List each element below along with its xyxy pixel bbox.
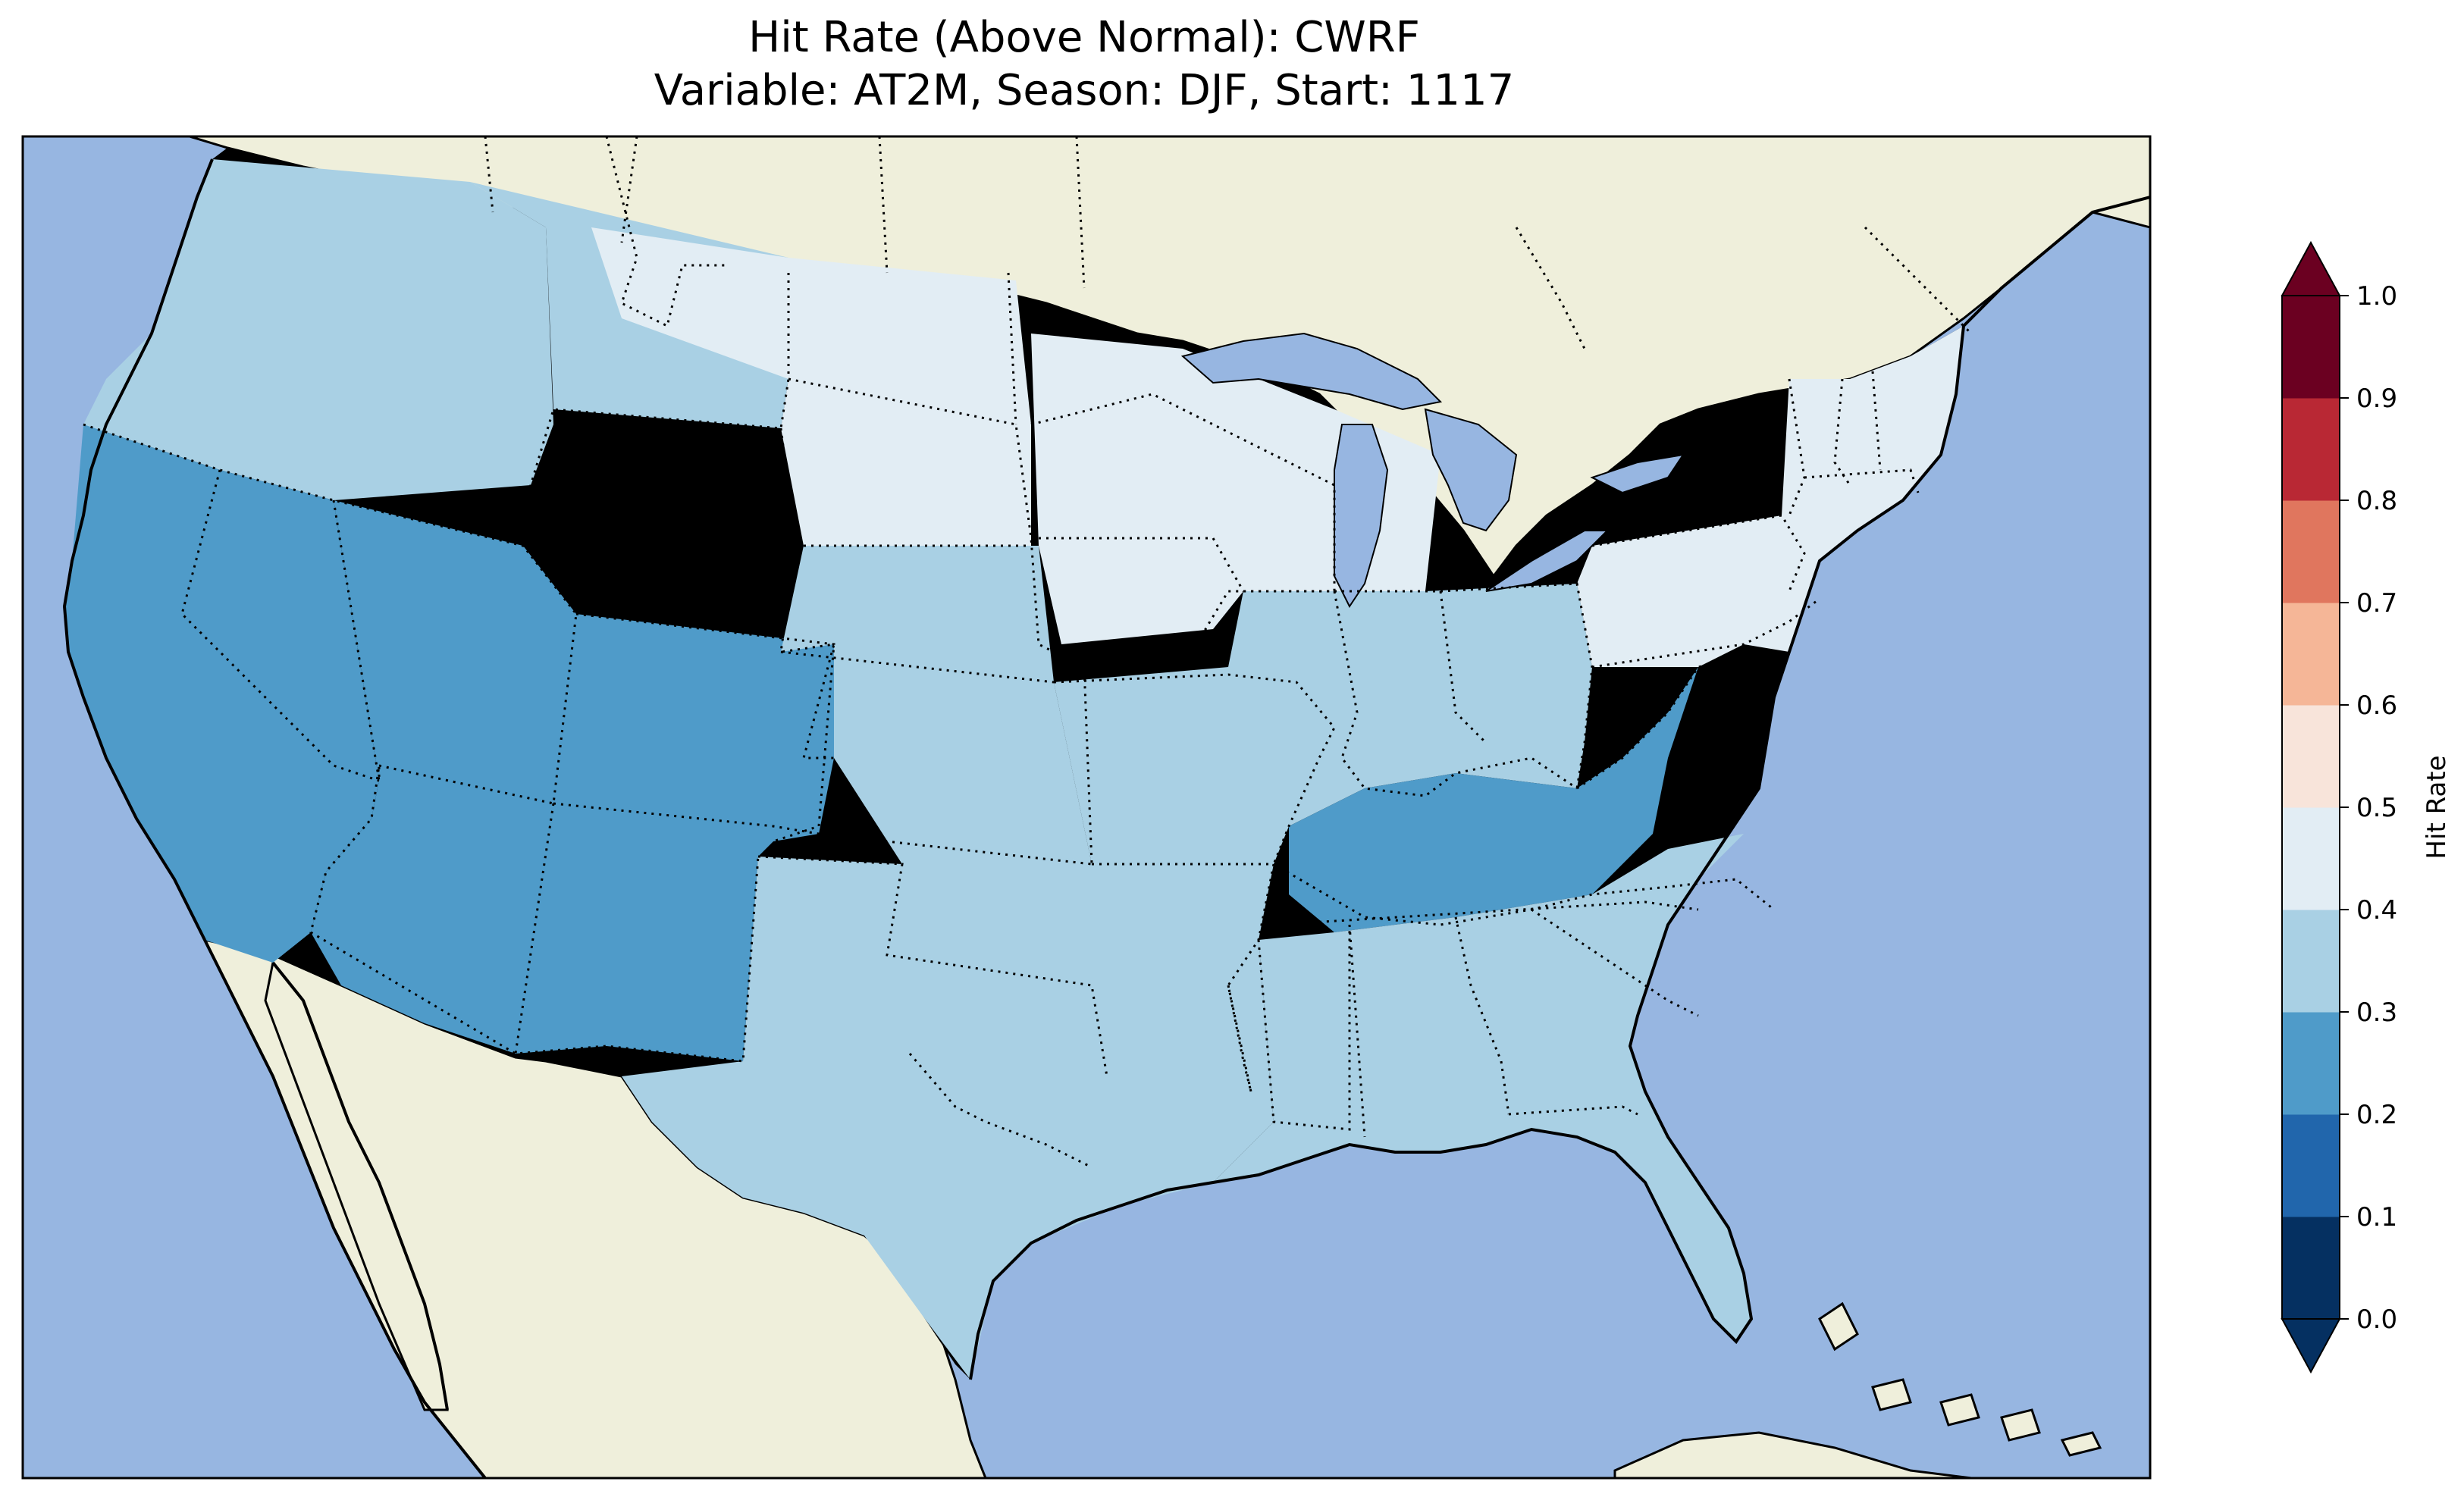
map-area	[23, 136, 2150, 1478]
caribbean-islands	[1818, 1301, 2102, 1457]
colorbar-segment	[2282, 296, 2340, 399]
lake-erie	[1485, 530, 1610, 592]
map-title: Hit Rate (Above Normal): CWRF	[748, 13, 1420, 62]
colorbar-segment	[2282, 500, 2340, 603]
colorbar-tick-label: 0.0	[2356, 1305, 2397, 1335]
province-borders	[484, 136, 1973, 349]
great-lakes	[1180, 332, 1685, 608]
lake-ontario	[1590, 453, 1685, 494]
colorbar-tick-label: 0.2	[2356, 1100, 2397, 1130]
coastline	[62, 158, 2150, 1380]
colorbar-segment	[2282, 398, 2340, 501]
heat-region	[311, 500, 834, 1061]
colorbar-tick-label: 0.8	[2356, 486, 2397, 516]
colorbar-tick-label: 0.4	[2356, 895, 2397, 926]
lake-huron	[1424, 408, 1518, 532]
heat-region	[622, 857, 1274, 1380]
lake-michigan	[1334, 424, 1389, 608]
colorbar-segment	[2282, 603, 2340, 706]
heat-region	[591, 227, 1031, 546]
heat-region	[781, 546, 1092, 864]
map-subtitle: Variable: AT2M, Season: DJF, Start: 1117	[654, 66, 1515, 115]
heat-region	[1289, 667, 1698, 932]
colorbar-extend-min	[2281, 1318, 2341, 1374]
heat-region	[1577, 326, 1964, 667]
colorbar-extend-max	[2281, 240, 2341, 296]
island	[1871, 1378, 1912, 1411]
cuba-land	[1613, 1431, 1972, 1478]
hit-rate-heatmap	[64, 159, 1964, 1380]
island	[1939, 1393, 1980, 1427]
colorbar-segment	[2282, 1012, 2340, 1115]
colorbar-segment	[2282, 1114, 2340, 1217]
heat-region	[83, 159, 553, 500]
colorbar-segment	[2282, 705, 2340, 808]
colorbar-segment	[2282, 1217, 2340, 1320]
heat-region	[1054, 584, 1592, 864]
map-frame	[21, 135, 2152, 1480]
colorbar-segment	[2282, 807, 2340, 910]
colorbar-tick-label: 0.1	[2356, 1202, 2397, 1232]
island	[2000, 1408, 2041, 1442]
colorbar-tick-label: 0.6	[2356, 691, 2397, 721]
heat-region	[1213, 834, 1751, 1342]
mexico-coastline	[203, 939, 487, 1478]
colorbar: 0.0 0.1 0.2 0.3 0.4 0.5 0.6 0.7 0.8 0.9 1.0 Hit Rat…	[2281, 240, 2452, 1374]
colorbar-tick-label: 1.0	[2356, 281, 2397, 312]
state-borders	[83, 136, 1920, 1169]
colorbar-tick-label: 0.5	[2356, 793, 2397, 823]
lake-superior	[1180, 332, 1443, 411]
island	[1818, 1301, 1859, 1351]
colorbar-tick-label: 0.7	[2356, 588, 2397, 619]
colorbar-tick-label: 0.9	[2356, 384, 2397, 414]
colorbar-tick-label: 0.3	[2356, 998, 2397, 1028]
colorbar-segment	[2282, 910, 2340, 1013]
island	[2060, 1431, 2102, 1457]
colorbar-label: Hit Rate	[2422, 755, 2452, 859]
